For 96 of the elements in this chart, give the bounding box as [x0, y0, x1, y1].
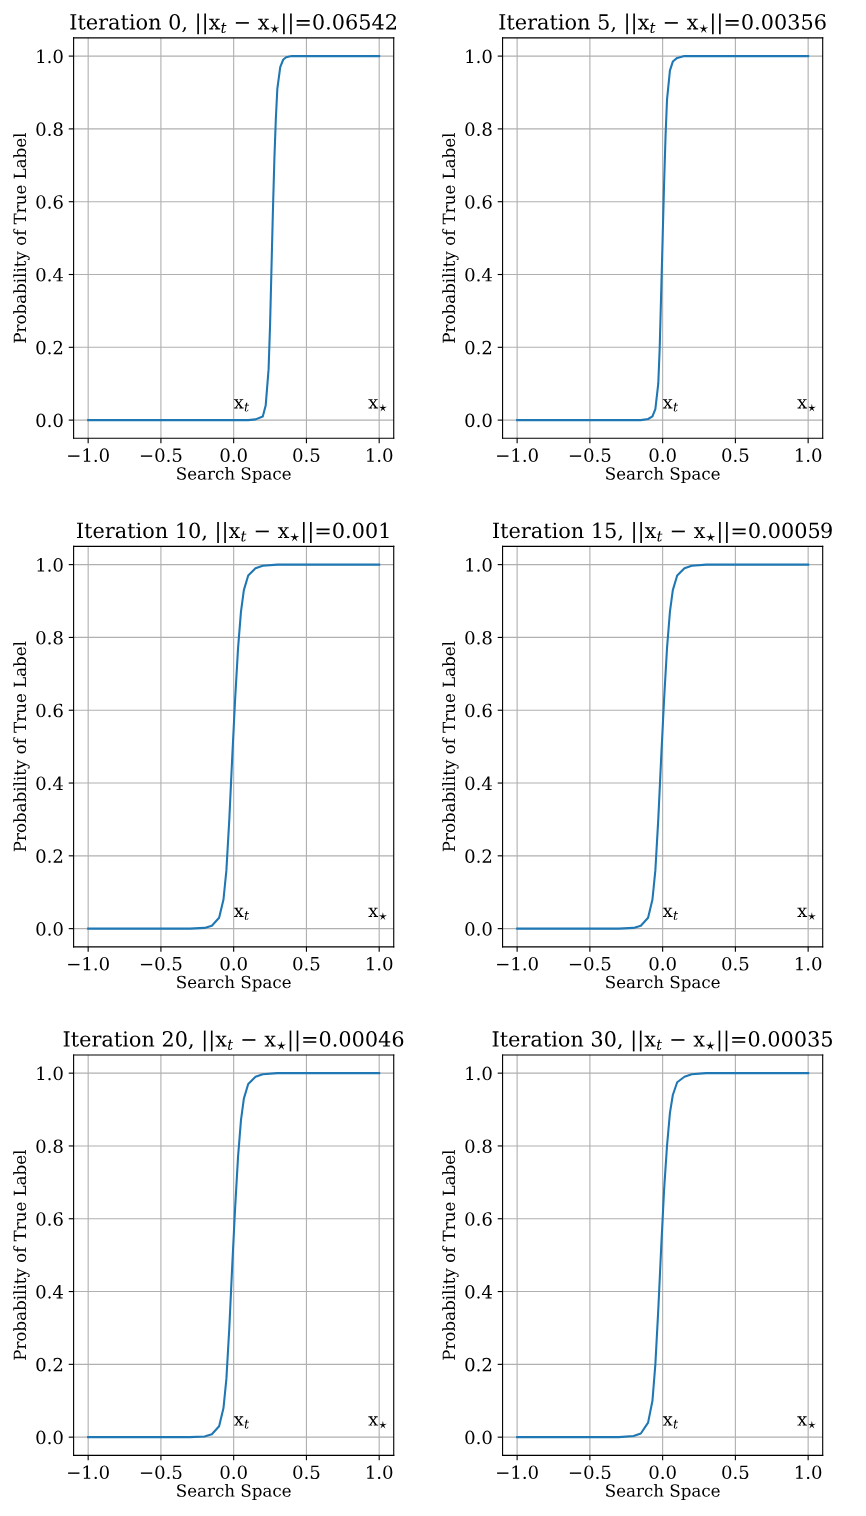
- y-tick-label: 0.6: [465, 195, 492, 209]
- x-axis-title: Search Space: [606, 1483, 720, 1501]
- y-tick-label: 0.4: [465, 776, 492, 791]
- y-tick-label: 1.0: [37, 49, 63, 64]
- annotation: x$_{⋆}$: [368, 1416, 387, 1429]
- x-tick-label: −1.0: [497, 1465, 538, 1480]
- annotation: x$_{t}$: [662, 1416, 679, 1429]
- chart-title: Iteration 5, ||x$_{t}$ − x$_{⋆}$||=0.00356: [499, 13, 826, 35]
- x-tick-label: 0.5: [722, 956, 749, 971]
- y-tick-label: 0.4: [465, 267, 492, 282]
- x-tick-label: 0.5: [722, 1465, 749, 1480]
- y-axis-title: Probability of True Label: [13, 132, 30, 343]
- y-tick-label: 0.2: [36, 849, 63, 863]
- y-axis-title: Probability of True Label: [442, 132, 459, 343]
- y-tick-label: 0.2: [36, 340, 63, 355]
- y-tick-label: 1.0: [466, 1066, 492, 1081]
- x-tick-label: 0.0: [649, 956, 676, 971]
- y-tick-label: 0.0: [465, 413, 492, 428]
- x-tick-label: 0.5: [293, 956, 320, 971]
- annotation: x$_{⋆}$: [368, 907, 387, 921]
- y-tick-label: 0.8: [465, 122, 492, 137]
- x-tick-label: 1.0: [367, 448, 393, 463]
- chart-title: Iteration 15, ||x$_{t}$ − x$_{⋆}$||=0.00059: [493, 522, 832, 543]
- x-tick-label: 1.0: [796, 448, 822, 463]
- x-tick-label: 0.0: [649, 448, 676, 463]
- y-tick-label: 1.0: [466, 558, 492, 572]
- y-tick-label: 1.0: [466, 49, 492, 64]
- x-tick-label: 0.0: [220, 1465, 247, 1480]
- annotation: x$_{⋆}$: [797, 399, 816, 412]
- x-tick-label: 0.5: [722, 448, 749, 463]
- y-tick-label: 0.8: [465, 1139, 492, 1154]
- x-axis-title: Search Space: [606, 975, 720, 992]
- y-tick-label: 0.4: [465, 1285, 492, 1299]
- y-tick-label: 0.2: [465, 849, 492, 863]
- x-tick-label: 1.0: [367, 956, 393, 971]
- x-tick-label: −1.0: [497, 956, 538, 971]
- y-tick-label: 1.0: [37, 1066, 63, 1081]
- x-tick-label: −1.0: [68, 448, 109, 463]
- y-tick-label: 0.6: [36, 703, 63, 718]
- y-tick-label: 0.6: [465, 1212, 492, 1226]
- annotation: x$_{⋆}$: [368, 399, 387, 412]
- y-tick-label: 0.2: [465, 1357, 492, 1372]
- y-axis-title: Probability of True Label: [442, 1150, 459, 1360]
- x-tick-label: −0.5: [140, 956, 182, 971]
- y-tick-label: 0.0: [465, 922, 492, 936]
- x-tick-label: −0.5: [140, 1465, 182, 1480]
- chart-title: Iteration 20, ||x$_{t}$ − x$_{⋆}$||=0.00046: [63, 1030, 404, 1052]
- y-tick-label: 0.0: [36, 1430, 63, 1445]
- x-tick-label: 1.0: [796, 1465, 822, 1480]
- x-tick-label: 0.5: [293, 448, 320, 463]
- chart-title: Iteration 30, ||x$_{t}$ − x$_{⋆}$||=0.00035: [492, 1030, 832, 1052]
- x-axis-title: Search Space: [177, 975, 291, 992]
- y-tick-label: 0.4: [36, 267, 63, 282]
- x-tick-label: −0.5: [569, 1465, 611, 1480]
- x-tick-label: −0.5: [569, 956, 611, 971]
- x-tick-label: 0.0: [220, 956, 247, 971]
- annotation: x$_{t}$: [662, 907, 679, 921]
- y-tick-label: 0.8: [36, 630, 63, 645]
- annotation: x$_{t}$: [233, 1416, 250, 1429]
- x-tick-label: −0.5: [140, 448, 182, 463]
- annotation: x$_{⋆}$: [797, 907, 816, 921]
- y-tick-label: 0.6: [465, 703, 492, 718]
- y-tick-label: 0.2: [36, 1357, 63, 1372]
- y-tick-label: 0.2: [465, 340, 492, 355]
- y-tick-label: 0.8: [465, 630, 492, 645]
- x-axis-title: Search Space: [177, 466, 291, 484]
- x-tick-label: −1.0: [497, 448, 538, 463]
- y-tick-label: 0.0: [465, 1430, 492, 1445]
- x-tick-label: 0.0: [220, 448, 247, 463]
- y-tick-label: 0.8: [36, 1139, 63, 1154]
- y-tick-label: 0.4: [36, 776, 63, 791]
- y-axis-title: Probability of True Label: [442, 641, 459, 852]
- x-tick-label: −1.0: [68, 956, 109, 971]
- annotation: x$_{t}$: [233, 907, 250, 921]
- annotation: x$_{t}$: [662, 399, 679, 412]
- y-axis-title: Probability of True Label: [13, 1150, 30, 1360]
- x-tick-label: 1.0: [367, 1465, 393, 1480]
- y-tick-label: 1.0: [37, 558, 63, 572]
- x-tick-label: 1.0: [796, 956, 822, 971]
- y-axis-title: Probability of True Label: [13, 641, 30, 852]
- y-tick-label: 0.0: [36, 413, 63, 428]
- y-tick-label: 0.6: [36, 195, 63, 209]
- y-tick-label: 0.4: [36, 1285, 63, 1299]
- y-tick-label: 0.8: [36, 122, 63, 137]
- y-tick-label: 0.0: [36, 922, 63, 936]
- x-tick-label: 0.5: [293, 1465, 320, 1480]
- y-tick-label: 0.6: [36, 1212, 63, 1226]
- annotation: x$_{⋆}$: [797, 1416, 816, 1429]
- annotation: x$_{t}$: [233, 399, 250, 412]
- x-tick-label: −1.0: [68, 1465, 109, 1480]
- chart-title: Iteration 0, ||x$_{t}$ − x$_{⋆}$||=0.06542: [70, 13, 396, 35]
- x-tick-label: 0.0: [649, 1465, 676, 1480]
- x-axis-title: Search Space: [606, 466, 720, 484]
- x-tick-label: −0.5: [569, 448, 611, 463]
- chart-title: Iteration 10, ||x$_{t}$ − x$_{⋆}$||=0.001: [77, 522, 389, 543]
- x-axis-title: Search Space: [177, 1483, 291, 1501]
